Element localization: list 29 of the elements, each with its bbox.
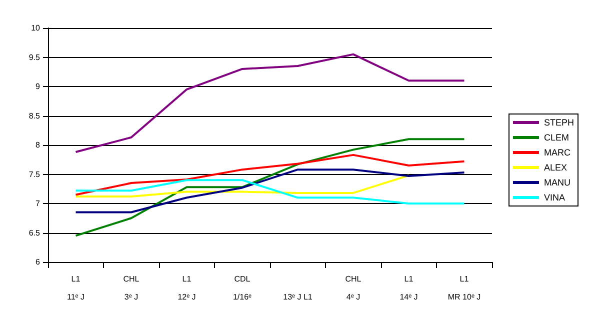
line-series bbox=[74, 154, 466, 196]
y-tick-label: 8 bbox=[36, 140, 41, 150]
y-tick-label: 6.5 bbox=[28, 228, 41, 238]
y-tick-label: 10 bbox=[31, 24, 41, 32]
line-series bbox=[74, 53, 466, 154]
x-tick-label: L1 12ᵉ J bbox=[178, 274, 196, 302]
y-tick-label: 9.5 bbox=[28, 52, 41, 62]
line-series bbox=[74, 179, 466, 204]
x-tick-label: CHL 3ᵉ J bbox=[123, 274, 140, 302]
line-series bbox=[74, 174, 410, 198]
x-tick-label: CHL 4ᵉ J bbox=[345, 274, 362, 302]
x-tick-label: L1 MR 10ᵉ J bbox=[448, 274, 481, 302]
legend-label: CLEM bbox=[544, 132, 570, 142]
y-tick-label: 7.5 bbox=[28, 170, 41, 179]
legend-label: STEPH bbox=[544, 118, 574, 128]
x-tick-label: L1 11ᵉ J bbox=[67, 274, 84, 302]
legend-label: MANU bbox=[544, 178, 570, 188]
legend-label: VINA bbox=[544, 192, 566, 202]
line-series bbox=[74, 168, 466, 214]
y-tick-label: 9 bbox=[36, 82, 41, 91]
y-tick-label: 8.5 bbox=[28, 111, 41, 120]
legend-label: ALEX bbox=[544, 162, 568, 172]
x-tick-label: L1 14ᵉ J bbox=[400, 274, 418, 302]
x-tick-label: 13ᵉ J L1 bbox=[283, 292, 313, 302]
y-tick-label: 6 bbox=[36, 258, 41, 266]
line-series bbox=[74, 138, 466, 237]
x-tick-label: CDL 1/16ᵉ bbox=[232, 274, 252, 302]
legend-label: MARC bbox=[544, 148, 571, 158]
y-tick-label: 7 bbox=[36, 199, 41, 208]
